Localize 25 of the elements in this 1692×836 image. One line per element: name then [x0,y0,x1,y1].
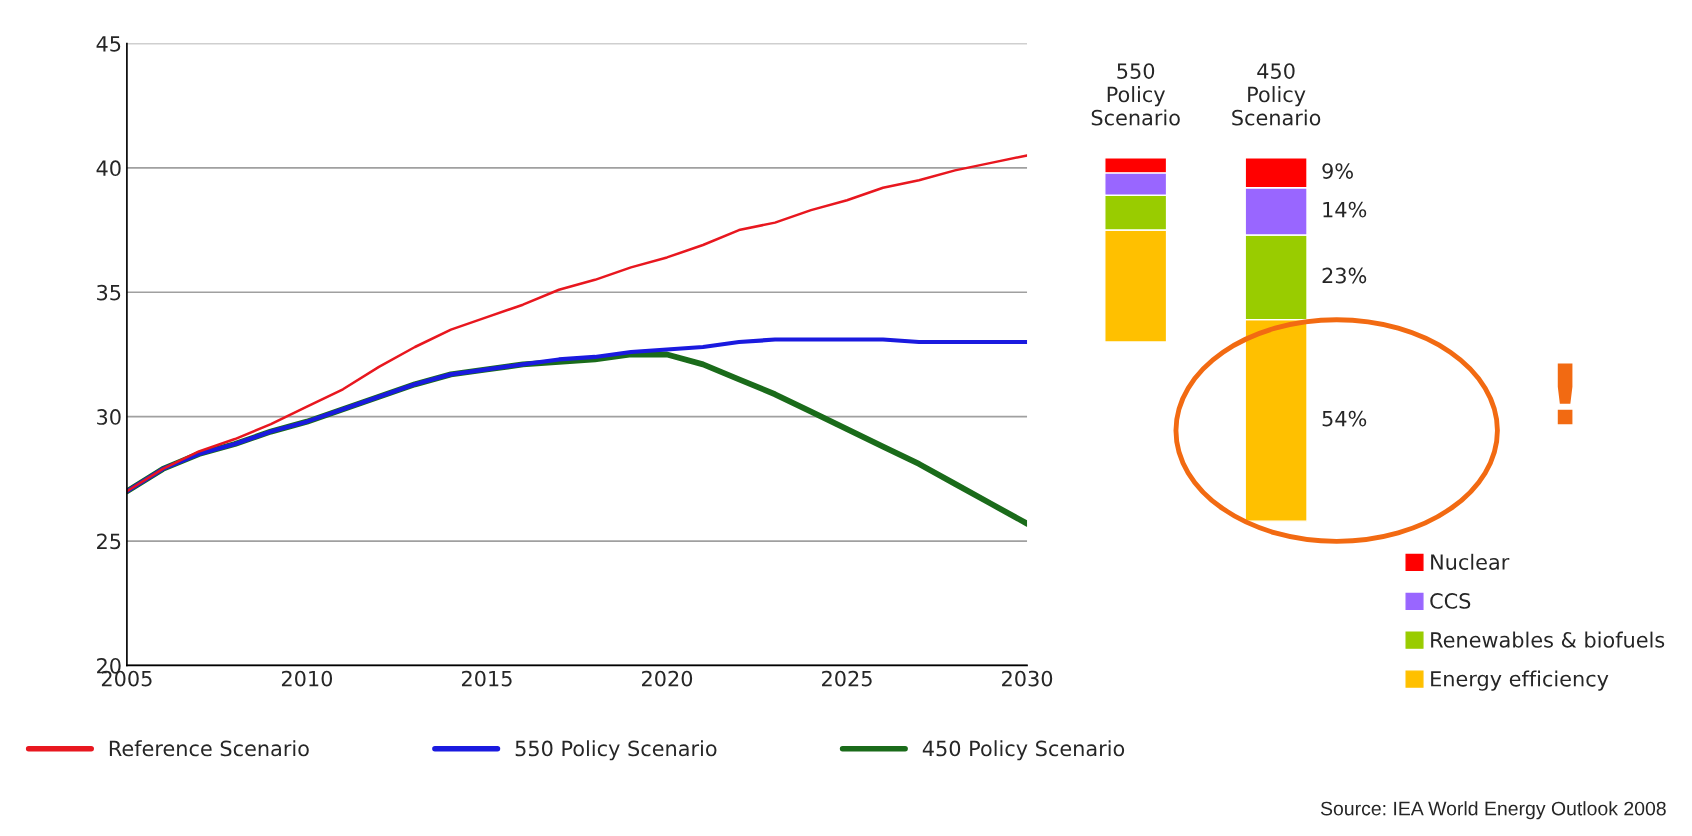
annotation: 54% [1322,410,1367,427]
x-tick-label: 2020 [642,670,693,687]
x-tick-label: 2010 [281,670,333,687]
y-tick-label: 30 [97,409,121,425]
y-tick-label: 35 [97,284,121,301]
y-tick-label: 25 [97,533,121,550]
line-series [126,154,1028,493]
annotation: 23% [1322,267,1367,284]
legend-label: Renewables & biofuels [1431,631,1665,648]
legend-label: Nuclear [1431,553,1510,570]
y-tick-label: 45 [96,36,121,52]
legend-label: Energy efficiency [1431,670,1609,691]
x-tick-label: 2015 [461,670,512,687]
legend-label: CCS [1430,593,1471,609]
annotation: 14% [1323,201,1367,218]
source-note: Source: IEA World Energy Outlook 2008 [1320,801,1666,820]
y-tick-label: 40 [96,160,121,177]
x-tick-label: 2025 [822,670,872,687]
x-tick-label: 2030 [1002,670,1053,687]
legend-label: 450 Policy Scenario [922,740,1125,761]
legend-label: 550 Policy Scenario [515,740,717,761]
annotation: 9% [1322,163,1353,179]
text: ! [1557,363,1573,425]
line-series [126,337,1028,494]
legend-label: Reference Scenario [109,740,309,757]
